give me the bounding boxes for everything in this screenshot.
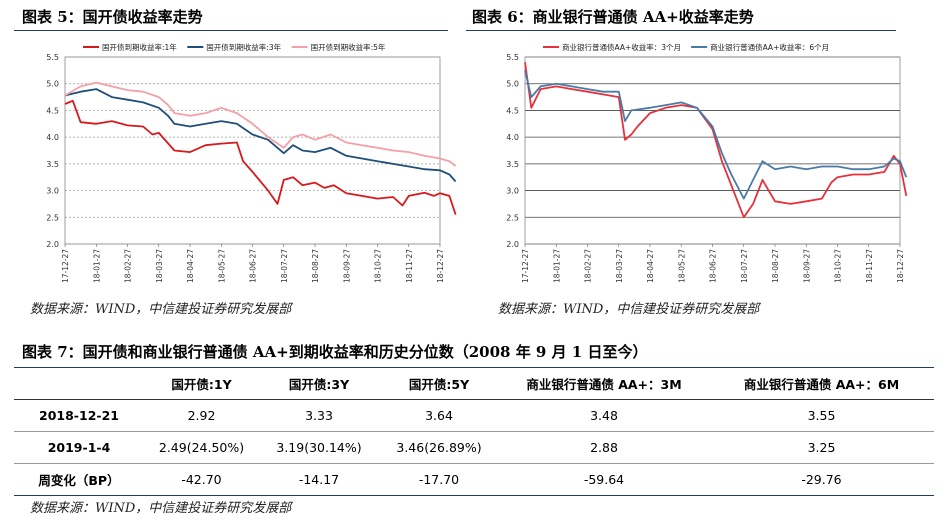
y-tick-label: 4.0 [46, 133, 59, 142]
y-tick-label: 4.5 [46, 106, 59, 115]
table-header-cell: 商业银行普通债 AA+：6M [743, 377, 900, 392]
table-cell: 3.64 [425, 408, 453, 423]
table-cell: 2.49(24.50%) [158, 440, 245, 455]
series-line [64, 81, 457, 167]
series-line [64, 88, 457, 183]
table-row: 周变化（BP） -42.70 -14.17 -17.70 -59.64 -29.… [14, 464, 934, 496]
table-row-label: 2019-1-4 [47, 440, 111, 455]
y-tick-label: 3.0 [46, 187, 59, 196]
x-tick-label: 18-06-27 [249, 249, 258, 283]
table-header-cell [14, 368, 144, 400]
legend-label: 国开债到期收益率:3年 [206, 42, 281, 52]
x-tick-label: 18-10-27 [374, 249, 383, 283]
fig6-source: 数据来源：WIND，中信建投证券研究发展部 [498, 302, 760, 317]
fig6-title: 图表 6：商业银行普通债 AA+收益率走势 [472, 8, 754, 26]
table-cell: 3.48 [590, 408, 618, 423]
table-cell: 2.88 [590, 440, 618, 455]
table-row-label: 周变化（BP） [38, 473, 120, 488]
table-row-label: 2018-12-21 [39, 408, 119, 423]
table-cell: -42.70 [181, 472, 222, 487]
x-tick-label: 18-12-27 [436, 249, 445, 283]
series-line [64, 99, 457, 215]
plot-frame [64, 56, 441, 245]
table-cell: 2.92 [187, 408, 216, 423]
fig5-title: 图表 5：国开债收益率走势 [22, 8, 203, 26]
y-tick-label: 3.0 [506, 187, 519, 196]
series-line [524, 62, 908, 219]
table-row: 2018-12-21 2.92 3.33 3.64 3.48 3.55 [14, 400, 934, 432]
x-tick-label: 18-07-27 [740, 249, 749, 283]
x-tick-label: 18-10-27 [834, 249, 843, 283]
fig5-chart: 2.0 2.5 3.0 3.5 4.0 4.5 5.0 5.5 17-12-27 18-01-27… [46, 42, 457, 283]
x-tick-label: 18-09-27 [802, 249, 811, 283]
fig5-title-rule [14, 30, 448, 31]
table-header-cell: 国开债:3Y [288, 377, 350, 392]
y-tick-label: 2.0 [46, 240, 59, 249]
x-tick-label: 18-05-27 [217, 249, 226, 283]
y-tick-label: 5.5 [46, 53, 59, 62]
x-tick-label: 18-04-27 [186, 249, 195, 283]
x-tick-label: 18-02-27 [124, 249, 133, 283]
table-cell: -17.70 [418, 472, 460, 487]
plot-frame [524, 56, 901, 245]
x-tick-label: 18-05-27 [677, 249, 686, 283]
table-header-cell: 国开债:5Y [408, 377, 470, 392]
x-tick-label: 18-12-27 [896, 249, 905, 283]
x-tick-label: 18-08-27 [311, 249, 320, 283]
x-tick-label: 17-12-27 [521, 249, 530, 283]
table-cell: 3.19(30.14%) [276, 440, 362, 455]
x-tick-label: 18-11-27 [865, 249, 874, 283]
y-tick-label: 2.0 [506, 240, 519, 249]
legend-label: 商业银行普通债AA+收益率：3个月 [562, 42, 681, 52]
x-tick-label: 18-02-27 [584, 249, 593, 283]
x-tick-label: 18-04-27 [646, 249, 655, 283]
table-cell: 3.33 [305, 408, 333, 423]
fig7-source: 数据来源：WIND，中信建投证券研究发展部 [30, 501, 292, 516]
table-row: 2019-1-4 2.49(24.50%) 3.19(30.14%) 3.46(… [14, 432, 934, 464]
y-tick-label: 5.5 [506, 53, 519, 62]
y-tick-label: 2.5 [46, 213, 59, 222]
y-tick-label: 5.0 [46, 80, 59, 89]
fig7-table: 国开债:1Y 国开债:3Y 国开债:5Y 商业银行普通债 AA+：3M 商业银行… [14, 367, 934, 496]
x-tick-label: 18-09-27 [342, 249, 351, 283]
y-tick-label: 2.5 [506, 213, 519, 222]
fig5-source: 数据来源：WIND，中信建投证券研究发展部 [30, 302, 292, 317]
y-tick-label: 3.5 [506, 160, 519, 169]
x-tick-label: 18-03-27 [615, 249, 624, 283]
x-tick-label: 18-01-27 [92, 249, 101, 283]
legend-label: 商业银行普通债AA+收益率：6个月 [710, 42, 829, 52]
x-tick-label: 18-01-27 [552, 249, 561, 283]
x-tick-label: 18-08-27 [771, 249, 780, 283]
legend-label: 国开债到期收益率:1年 [102, 42, 177, 52]
table-cell: 3.55 [807, 408, 836, 423]
x-tick-label: 17-12-27 [61, 249, 70, 283]
y-tick-label: 3.5 [46, 160, 59, 169]
fig6-chart: 2.0 2.5 3.0 3.5 4.0 4.5 5.0 5.5 17-12-27 18-01-27… [506, 42, 908, 283]
table-cell: -59.64 [583, 472, 625, 487]
table-cell: 3.46(26.89%) [396, 440, 482, 455]
table-cell: -14.17 [298, 472, 340, 487]
x-tick-label: 18-07-27 [280, 249, 289, 283]
table-header-cell: 商业银行普通债 AA+：3M [526, 377, 682, 392]
series-line [524, 70, 908, 200]
table-header-row: 国开债:1Y 国开债:3Y 国开债:5Y 商业银行普通债 AA+：3M 商业银行… [14, 367, 934, 400]
x-tick-label: 18-06-27 [709, 249, 718, 283]
x-tick-label: 18-11-27 [405, 249, 414, 283]
y-tick-label: 4.0 [506, 133, 519, 142]
table-cell: -29.76 [801, 472, 842, 487]
table-cell: 3.25 [807, 440, 836, 455]
y-tick-label: 4.5 [506, 106, 519, 115]
x-tick-label: 18-03-27 [155, 249, 164, 283]
fig6-title-rule [466, 30, 896, 31]
table-header-cell: 国开债:1Y [171, 377, 232, 392]
fig7-title: 图表 7：国开债和商业银行普通债 AA+到期收益率和历史分位数（2008 年 9… [22, 343, 648, 361]
legend-label: 国开债到期收益率:5年 [311, 42, 386, 52]
y-tick-label: 5.0 [506, 80, 519, 89]
